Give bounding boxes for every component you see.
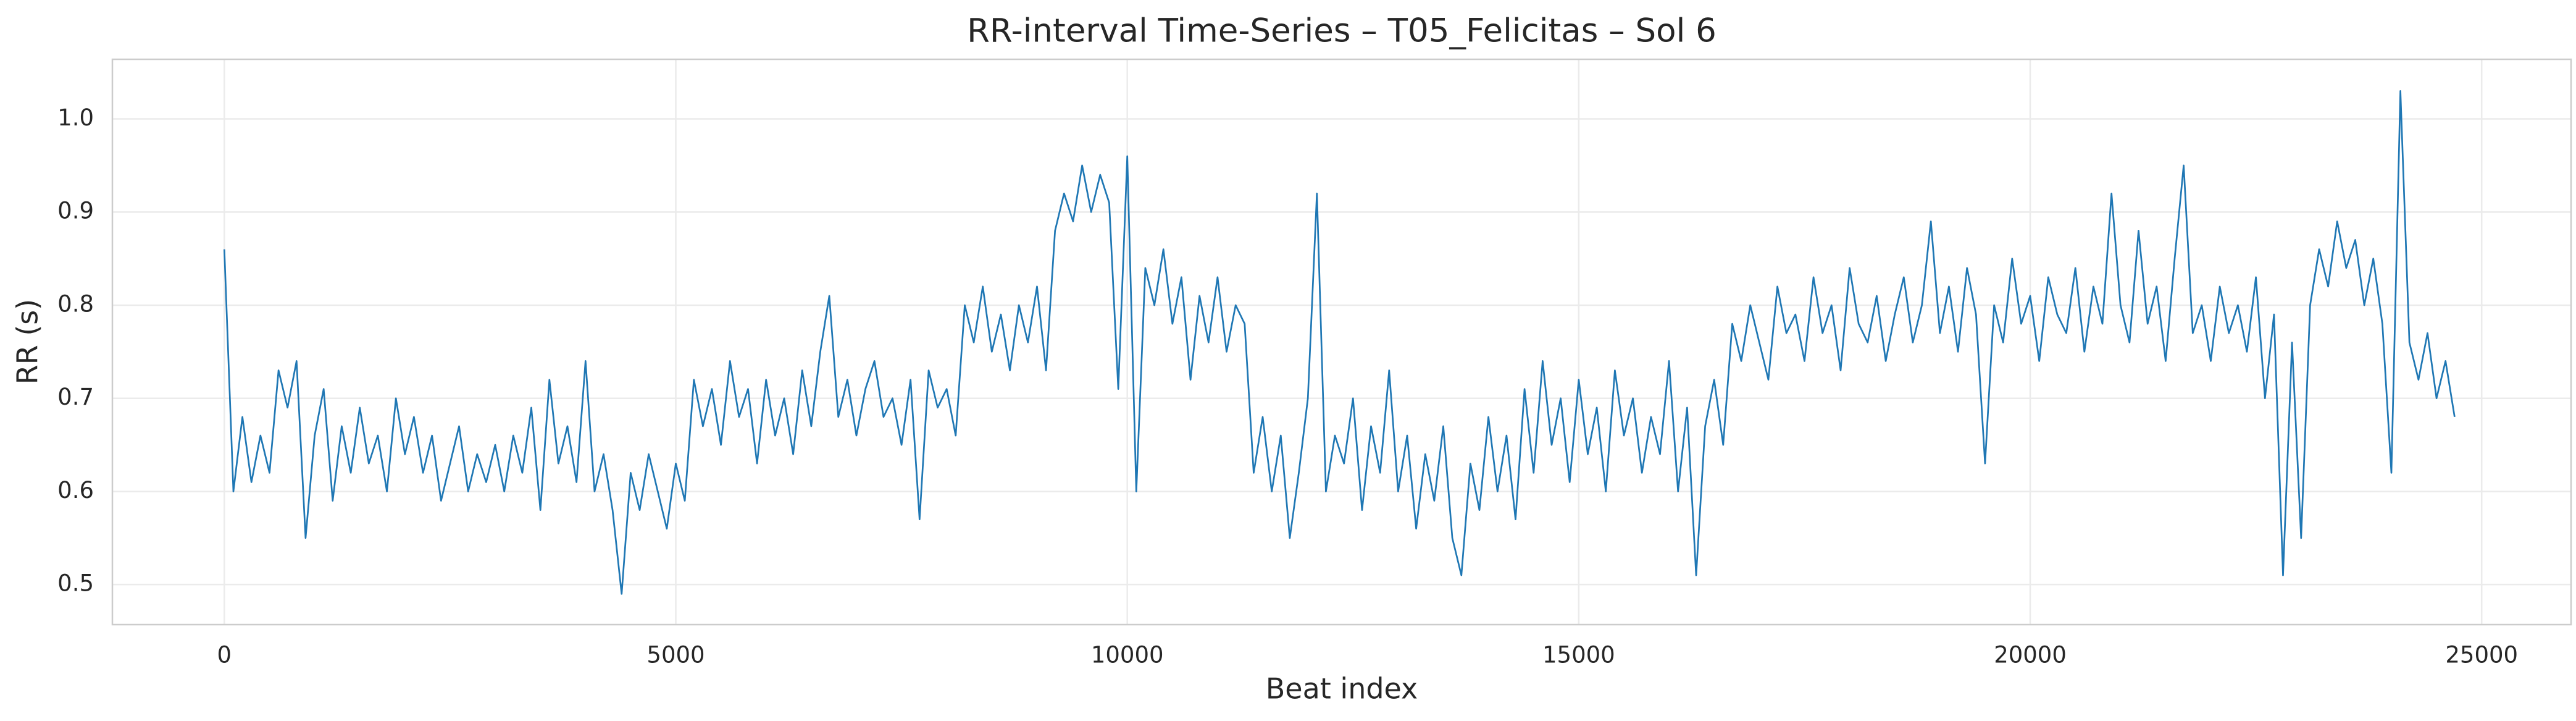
rr-line: [223, 90, 2456, 595]
x-tick-label: 20000: [1994, 642, 2067, 668]
y-tick-label: 0.5: [57, 570, 94, 597]
x-tick-label: 10000: [1091, 642, 1164, 668]
y-axis-label: RR (s): [11, 299, 44, 384]
x-tick-label: 0: [217, 642, 232, 668]
plot-frame: [111, 58, 2572, 626]
y-tick-label: 0.9: [57, 198, 94, 224]
chart-title: RR-interval Time-Series – T05_Felicitas …: [967, 12, 1717, 50]
x-tick-label: 5000: [646, 642, 705, 668]
x-axis-label: Beat index: [1266, 672, 1418, 706]
y-tick-label: 0.8: [57, 290, 94, 317]
y-tick-label: 1.0: [57, 104, 94, 131]
x-tick-label: 15000: [1542, 642, 1615, 668]
y-tick-label: 0.6: [57, 477, 94, 504]
x-tick-label: 25000: [2445, 642, 2518, 668]
y-tick-label: 0.7: [57, 384, 94, 410]
